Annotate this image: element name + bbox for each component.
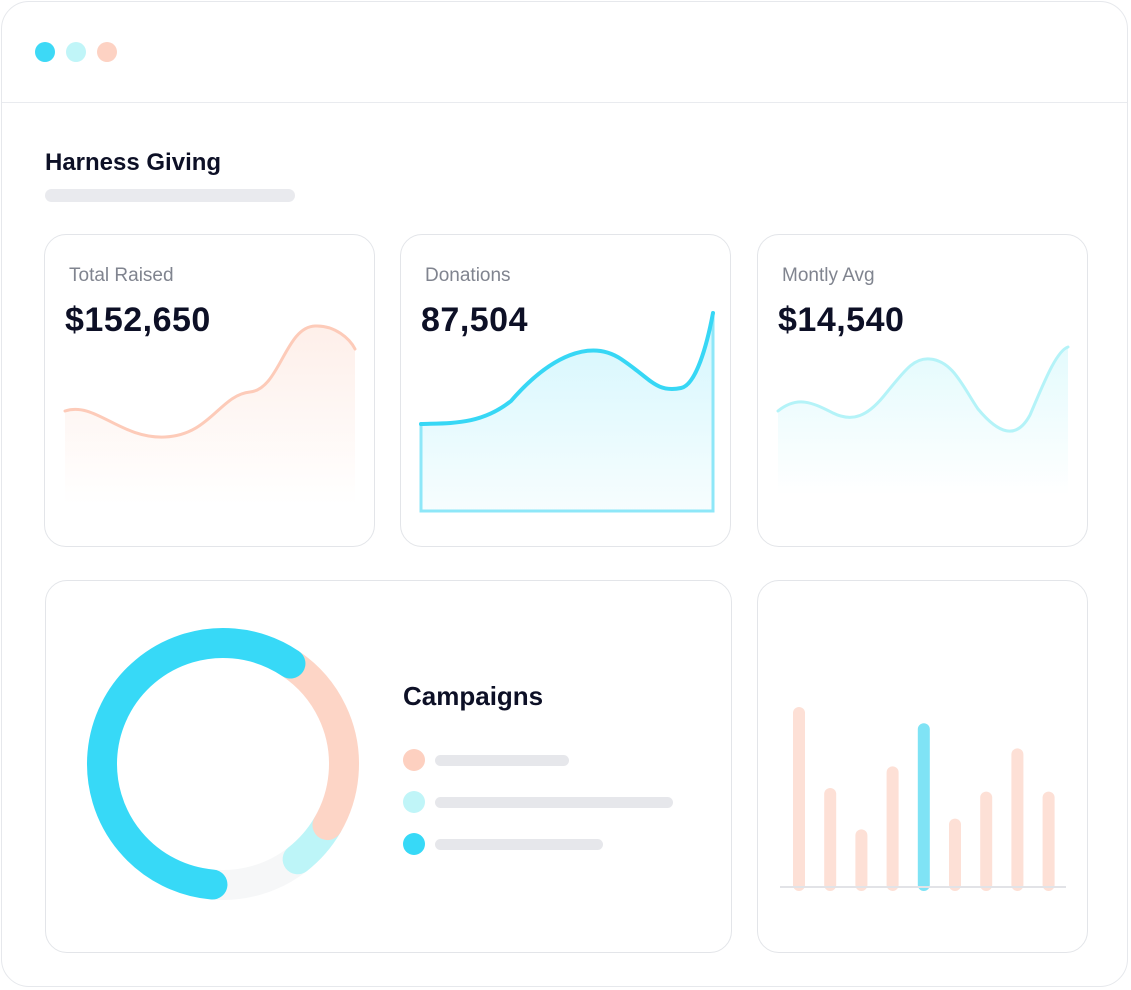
maximize-dot-icon[interactable] [97,42,117,62]
bar-chart [780,707,1066,891]
bar [1042,791,1055,891]
close-dot-icon[interactable] [35,42,55,62]
stat-card-total-raised[interactable]: Total Raised $152,650 [44,234,375,547]
campaigns-card[interactable]: Campaigns [45,580,732,953]
donut-segment [86,628,359,900]
bar-chart-card[interactable] [757,580,1088,953]
stat-value: $14,540 [778,301,905,339]
stat-value: 87,504 [421,301,528,339]
bar [1011,748,1024,891]
donations-sparkline [419,311,715,513]
campaigns-donut-chart [86,628,359,900]
area-fill [778,347,1068,495]
legend-label-placeholder [435,755,569,766]
stat-value: $152,650 [65,301,211,339]
stat-card-donations[interactable]: Donations 87,504 [400,234,731,547]
donut-segment [86,628,359,900]
title-bar [2,2,1127,103]
stat-label: Total Raised [69,265,174,286]
bar [855,829,868,891]
bar [917,723,930,891]
area-fill [65,325,355,505]
bar [949,818,961,891]
subtitle-placeholder [45,189,295,202]
area-fill [419,312,715,513]
minimize-dot-icon[interactable] [66,42,86,62]
monthly-avg-sparkline [776,345,1070,495]
bar [793,707,805,891]
stat-label: Montly Avg [782,265,875,286]
donut-ring [86,628,359,900]
stat-card-monthly-avg[interactable]: Montly Avg $14,540 [757,234,1088,547]
total-raised-sparkline [63,324,357,505]
bar [886,766,899,891]
legend-dot [403,833,425,855]
stat-label: Donations [425,265,511,286]
legend-label-placeholder [435,839,603,850]
legend-dot [403,749,425,771]
trend-line [776,345,1070,433]
campaigns-title: Campaigns [403,681,544,711]
page-title: Harness Giving [45,149,222,176]
trend-line [419,311,715,426]
legend-label-placeholder [435,797,673,808]
bar [824,788,837,891]
bar [980,791,993,891]
bar-group [793,707,1055,891]
trend-line [63,324,357,439]
legend-dot [403,791,425,813]
